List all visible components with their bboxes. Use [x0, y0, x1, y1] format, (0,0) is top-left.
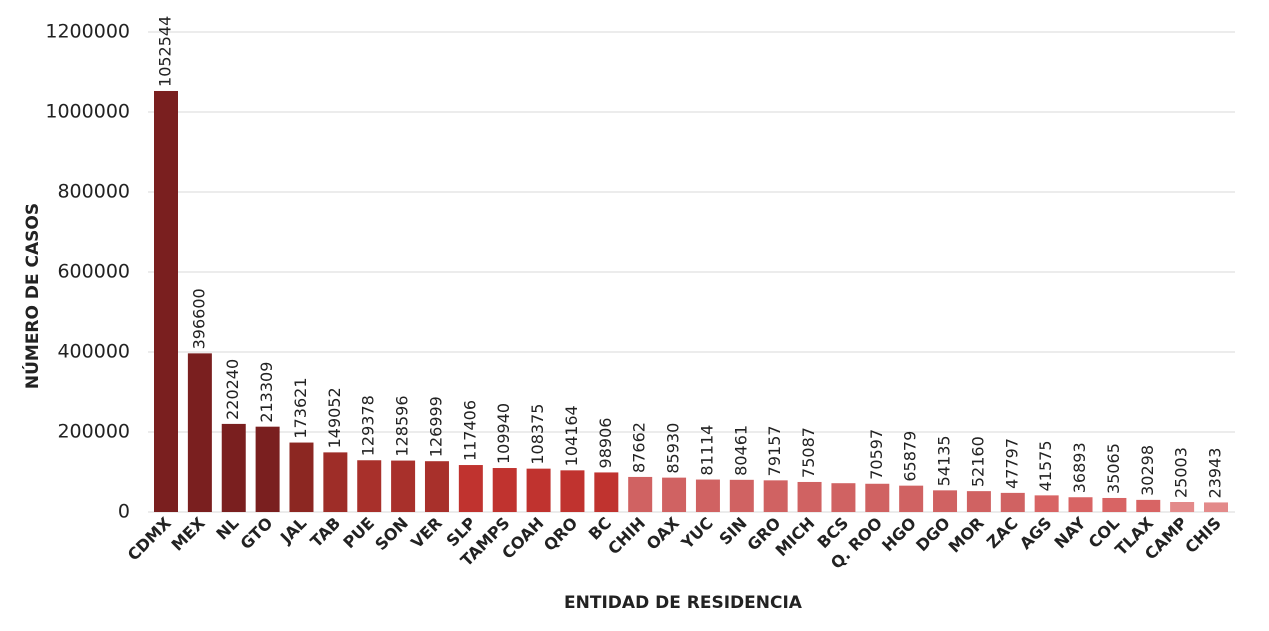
x-tick-label: MEX [168, 513, 210, 555]
bar [187, 353, 212, 512]
value-label: 65879 [901, 431, 920, 482]
value-label: 220240 [223, 359, 242, 420]
x-tick-label: NAY [1051, 513, 1090, 552]
bar [526, 468, 551, 512]
y-tick-label: 0 [118, 501, 130, 523]
bar [1034, 495, 1059, 512]
y-tick-label: 1200000 [45, 21, 130, 43]
value-label: 129378 [359, 395, 378, 456]
x-tick-label: CDMX [124, 513, 176, 565]
bar [1204, 502, 1228, 512]
bar [831, 483, 856, 512]
bar [323, 452, 348, 512]
bar [1136, 499, 1161, 512]
x-tick-label: VER [407, 513, 446, 552]
y-tick-label: 800000 [57, 181, 130, 203]
x-tick-label: QRO [540, 513, 581, 554]
bar [255, 426, 280, 512]
value-label: 85930 [664, 423, 683, 474]
value-label: 35065 [1104, 443, 1123, 494]
x-tick-label: MICH [772, 513, 819, 560]
x-tick-label: PUE [339, 513, 378, 552]
bar [391, 460, 416, 512]
bar [899, 485, 924, 512]
value-label: 79157 [765, 425, 784, 476]
value-label: 80461 [731, 425, 750, 476]
x-tick-label: HGO [878, 513, 920, 555]
bar [763, 480, 788, 512]
value-label: 70597 [867, 429, 886, 480]
bar [1102, 497, 1127, 512]
bar [695, 479, 720, 512]
value-label: 1052544 [156, 16, 175, 87]
bar [560, 470, 585, 512]
value-label: 117406 [460, 400, 479, 461]
value-label: 87662 [630, 422, 649, 473]
bar [594, 472, 619, 512]
x-tick-label: TAB [307, 513, 345, 551]
x-tick-label: ZAC [983, 513, 1022, 552]
value-label: 23943 [1206, 448, 1225, 499]
bar [966, 491, 991, 512]
y-tick-label: 400000 [57, 341, 130, 363]
x-tick-label: OAX [643, 513, 684, 554]
bar [221, 423, 246, 512]
value-label: 41575 [1036, 440, 1055, 491]
value-label: 213309 [257, 362, 276, 423]
x-axis-title: ENTIDAD DE RESIDENCIA [564, 593, 803, 613]
value-label: 30298 [1138, 445, 1157, 496]
value-label: 108375 [528, 404, 547, 465]
bar [1068, 497, 1093, 512]
bar [662, 477, 687, 512]
x-tick-label: YUC [677, 513, 717, 553]
bar [357, 460, 382, 512]
value-label: 173621 [291, 377, 310, 438]
x-tick-label: SON [371, 513, 412, 554]
value-label: 104164 [562, 405, 581, 466]
value-label: 52160 [968, 436, 987, 487]
y-tick-label: 600000 [57, 261, 130, 283]
x-tick-label: MOR [945, 513, 988, 556]
value-label: 36893 [1070, 442, 1089, 493]
x-tick-label: GTO [237, 513, 277, 553]
value-label: 149052 [325, 387, 344, 448]
bar [492, 468, 517, 512]
bar [628, 476, 653, 512]
value-label: 396600 [189, 288, 208, 349]
bar [424, 461, 449, 512]
value-label: 75087 [799, 427, 818, 478]
value-label: 47797 [1002, 438, 1021, 489]
bar [289, 442, 314, 512]
value-label: 54135 [935, 435, 954, 486]
bar [933, 490, 958, 512]
y-tick-label: 200000 [57, 421, 130, 443]
bar [729, 479, 754, 512]
y-tick-label: 1000000 [45, 101, 130, 123]
bar [1170, 501, 1195, 512]
bar [1000, 492, 1025, 512]
value-label: 81114 [697, 425, 716, 476]
bar [458, 465, 483, 512]
bar [865, 483, 890, 512]
value-label: 128596 [393, 395, 412, 456]
bar [797, 481, 822, 512]
bar [154, 90, 178, 513]
y-axis-title: NÚMERO DE CASOS [21, 203, 43, 389]
value-label: 98906 [596, 418, 615, 469]
value-label: 25003 [1172, 447, 1191, 498]
x-tick-label: AGS [1016, 513, 1056, 553]
x-tick-label: CHIS [1181, 513, 1225, 557]
value-label: 109940 [494, 403, 513, 464]
x-tick-label: CHIH [604, 513, 649, 558]
x-tick-label: DGO [912, 513, 954, 555]
value-label: 126999 [426, 396, 445, 457]
x-tick-label: JAL [276, 513, 310, 547]
